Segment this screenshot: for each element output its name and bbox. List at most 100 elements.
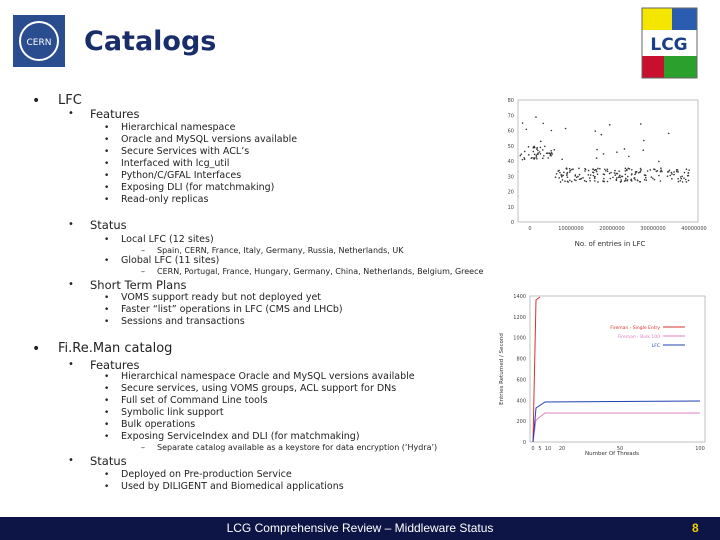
scatter-dot	[578, 178, 581, 181]
bullet: •	[104, 395, 110, 406]
bullet: •	[104, 122, 110, 133]
scatter-dot	[587, 169, 590, 172]
bullet: •	[104, 481, 110, 492]
scatter-dot	[677, 177, 679, 180]
scatter-dot	[578, 167, 580, 170]
scatter-dot	[671, 173, 673, 175]
scatter-dot	[596, 173, 599, 176]
x-tick-label: 10000000	[558, 226, 583, 232]
scatter-dot	[639, 167, 642, 170]
scatter-dot	[630, 173, 633, 176]
scatter-dot	[519, 154, 522, 157]
scatter-dot	[547, 157, 550, 159]
scatter-dot	[633, 177, 636, 179]
scatter-dot	[624, 179, 627, 182]
y-tick-label: 40	[508, 159, 514, 165]
scatter-dot	[643, 139, 645, 142]
scatter-dot	[594, 175, 596, 178]
scatter-dot	[545, 152, 548, 155]
scatter-dot	[557, 170, 560, 172]
bullet: •	[32, 340, 41, 357]
scatter-dot	[533, 153, 536, 156]
scatter-dot	[668, 169, 671, 172]
scatter-dot	[623, 148, 626, 150]
bullet: •	[104, 292, 110, 303]
scatter-dot	[535, 156, 538, 158]
scatter-dot	[595, 170, 598, 173]
scatter-dot	[600, 133, 603, 136]
scatter-dot	[637, 171, 640, 174]
scatter-dot	[602, 153, 605, 155]
item: Used by DILIGENT and Biomedical applicat…	[121, 481, 344, 493]
group-title: Features	[90, 107, 140, 122]
scatter-dot	[617, 176, 620, 179]
scatter-dot	[603, 173, 606, 176]
scatter-dot	[614, 169, 616, 172]
scatter-dot	[532, 150, 535, 153]
scatter-dot	[673, 171, 675, 173]
scatter-dot	[559, 171, 561, 174]
item: Secure services, using VOMS groups, ACL …	[121, 383, 397, 395]
scatter-dot	[592, 171, 594, 173]
scatter-dot	[628, 155, 630, 158]
scatter-dot	[593, 177, 596, 180]
figure-scatter: 0 10 20 30 40 50 60 70 80 0 10000000 20000000 300000…	[508, 98, 707, 248]
scatter-dot	[687, 171, 690, 174]
scatter-dot	[523, 157, 525, 159]
scatter-dot	[606, 180, 609, 183]
scatter-dot	[610, 171, 612, 174]
scatter-dot	[605, 170, 607, 172]
cern-ring	[19, 21, 59, 61]
scatter-dot	[543, 155, 545, 157]
scatter-dot	[578, 173, 581, 176]
scatter-dot	[568, 167, 571, 170]
item: Deployed on Pre-production Service	[121, 469, 292, 481]
scatter-dot	[550, 155, 552, 157]
scatter-dot	[599, 167, 601, 170]
scatter-dot	[681, 181, 684, 183]
scatter-dot	[566, 174, 568, 176]
scatter-dot	[679, 176, 682, 178]
scatter-dot	[563, 171, 565, 174]
lcg-logo-text: LCG	[650, 35, 687, 55]
scatter-dot	[589, 174, 592, 176]
scatter-dot	[533, 157, 535, 159]
footer-text: LCG Comprehensive Review – Middleware St…	[226, 521, 494, 535]
y-tick-label: 50	[508, 144, 514, 150]
cern-logo-text: CERN	[27, 38, 52, 48]
scatter-dot	[659, 180, 662, 182]
scatter-dot	[523, 150, 526, 153]
group-title: Features	[90, 358, 140, 373]
scatter-dot	[634, 178, 636, 181]
scatter-dot	[584, 170, 586, 172]
scatter-dot	[612, 176, 614, 179]
dash: –	[141, 246, 145, 256]
y-tick-label: 800	[516, 357, 526, 363]
scatter-dot	[624, 170, 627, 172]
scatter-dot	[561, 158, 563, 161]
scatter-dot	[537, 152, 540, 154]
plot-frame	[529, 295, 706, 443]
scatter-dot	[644, 176, 647, 179]
scatter-dot	[604, 168, 606, 171]
x-axis-label: No. of entries in LFC	[575, 240, 646, 248]
scatter-dot	[614, 174, 617, 176]
scatter-dot	[643, 178, 646, 181]
section-title: LFC	[58, 93, 82, 109]
scatter-dot	[564, 127, 567, 130]
scatter-dot	[679, 179, 682, 182]
scatter-dot	[536, 146, 539, 149]
bullet: •	[104, 234, 110, 245]
scatter-dot	[628, 168, 631, 170]
scatter-dot	[538, 151, 541, 153]
item: Hierarchical namespace Oracle and MySQL …	[121, 371, 415, 383]
scatter-dot	[670, 171, 673, 174]
scatter-dot	[542, 122, 545, 125]
scatter-dot	[613, 172, 616, 174]
scatter-dot	[650, 176, 653, 178]
scatter-dot	[550, 129, 553, 132]
item: Exposing DLI (for matchmaking)	[121, 182, 275, 194]
y-tick-label: 600	[516, 377, 526, 383]
